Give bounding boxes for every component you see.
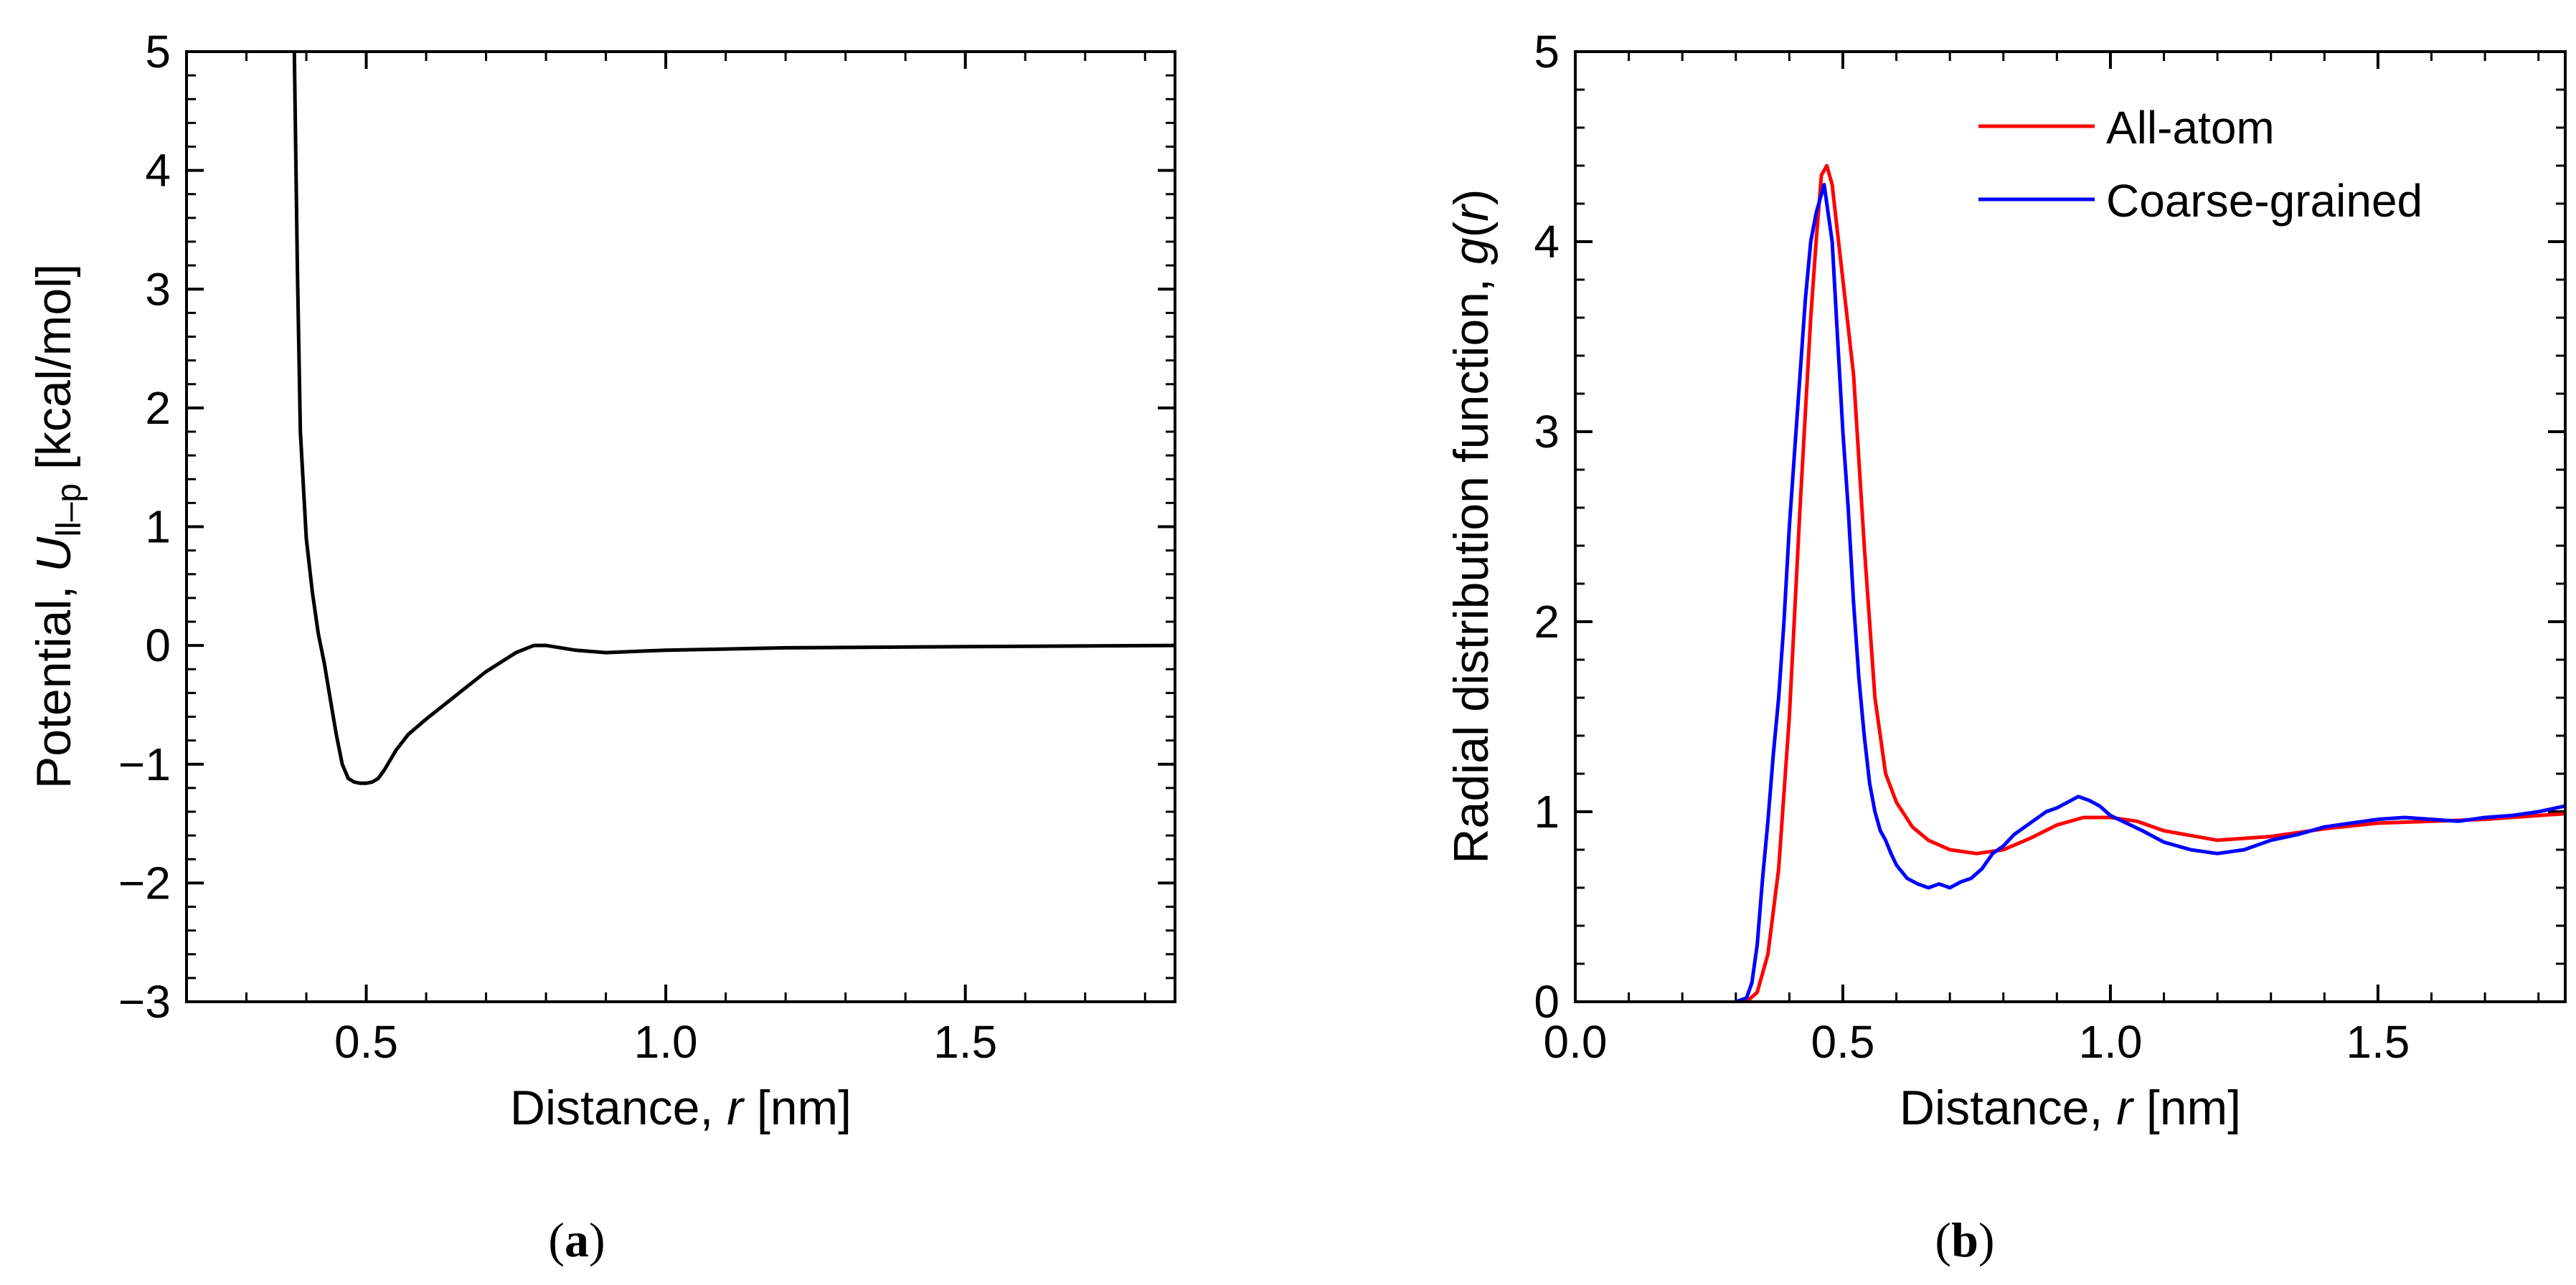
y-tick-label: 4 <box>145 145 171 196</box>
y-tick-label: 3 <box>1534 406 1560 457</box>
panel-b-x-axis-label: Distance, r [nm] <box>1900 1081 2241 1135</box>
x-tick-label: 1.5 <box>933 1016 997 1068</box>
x-tick-label: 1.0 <box>2078 1016 2142 1068</box>
panel-a-series <box>292 52 1175 785</box>
panel-b-tick-labels: 0.0 0.5 1.0 1.5 0 1 2 3 4 5 <box>1534 26 2410 1068</box>
panel-b-y-axis-label: Radial distribution function, g(r) <box>1444 189 1499 863</box>
panel-a-frame <box>185 50 1176 1003</box>
y-tick-label: 2 <box>145 382 171 434</box>
x-tick-label: 1.0 <box>634 1016 698 1068</box>
x-tick-label: 0.5 <box>1811 1016 1874 1068</box>
x-tick-label: 0.5 <box>334 1016 398 1068</box>
y-tick-label: 3 <box>145 263 171 315</box>
legend-label-all-atom: All-atom <box>2106 102 2275 153</box>
panel-b-frame <box>1574 50 2567 1003</box>
y-tick-label: 4 <box>1534 216 1560 267</box>
series-line-potential <box>292 52 1175 785</box>
y-tick-label: 5 <box>1534 26 1560 77</box>
y-tick-label: 1 <box>145 501 171 553</box>
legend-label-coarse-grained: Coarse-grained <box>2106 175 2422 227</box>
panel-a-tick-labels: 0.5 1.0 1.5 −3 −2 −1 0 1 2 3 4 5 <box>118 26 997 1068</box>
y-tick-label: 5 <box>145 26 171 77</box>
panel-a-x-axis-label: Distance, r [nm] <box>510 1081 851 1135</box>
y-tick-label: 1 <box>1534 786 1560 838</box>
panel-b-legend: All-atom Coarse-grained <box>1978 102 2422 227</box>
series-line-all-atom <box>1735 163 2565 1002</box>
panel-b-caption: (b) <box>1935 1213 1994 1267</box>
x-tick-label: 1.5 <box>2346 1016 2410 1068</box>
y-tick-label: −3 <box>118 976 171 1028</box>
y-tick-label: −2 <box>118 857 171 909</box>
panel-b-series <box>1735 163 2565 1002</box>
panel-b-rdf: 0.0 0.5 1.0 1.5 0 1 2 3 4 5 All-atom Coarse-grain… <box>1444 26 2567 1267</box>
panel-a-potential: 0.5 1.0 1.5 −3 −2 −1 0 1 2 3 4 5 Distance, r [nm] P… <box>27 26 1176 1267</box>
x-tick-label: 0.0 <box>1544 1016 1608 1068</box>
series-line-coarse-grained <box>1735 183 2565 1002</box>
panel-a-caption: (a) <box>548 1213 605 1267</box>
y-tick-label: 0 <box>1534 976 1560 1028</box>
y-tick-label: 2 <box>1534 596 1560 648</box>
y-tick-label: 0 <box>145 620 171 671</box>
y-tick-label: −1 <box>118 739 171 790</box>
panel-a-y-axis-label: Potential, Ull–p [kcal/mol] <box>27 264 88 789</box>
